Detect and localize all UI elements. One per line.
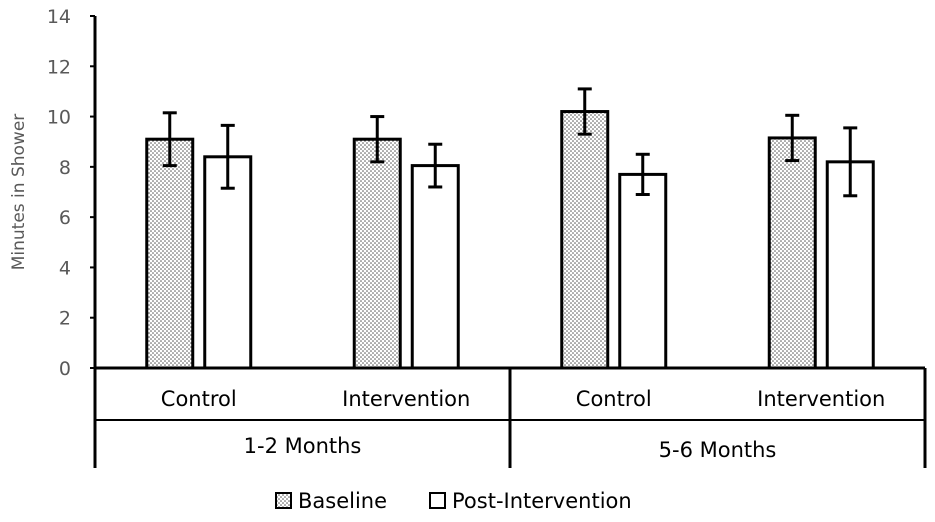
baseline-bar xyxy=(352,137,402,370)
legend-swatch-baseline xyxy=(275,492,292,509)
y-tick-label: 2 xyxy=(59,308,71,330)
y-tick-label: 12 xyxy=(47,56,71,78)
group-label: 1-2 Months xyxy=(244,434,362,458)
y-tick-label: 4 xyxy=(59,257,71,279)
y-tick-label: 10 xyxy=(47,107,71,129)
y-tick-label: 6 xyxy=(59,207,71,229)
y-tick-label: 8 xyxy=(59,157,71,179)
post-intervention-bar xyxy=(410,164,460,370)
legend-label-post-intervention: Post-Intervention xyxy=(452,489,632,513)
category-label: Intervention xyxy=(757,387,885,411)
post-intervention-bar xyxy=(618,172,668,370)
legend-swatch-post-intervention xyxy=(429,492,446,509)
baseline-bar xyxy=(560,110,610,370)
category-label: Control xyxy=(161,387,237,411)
y-axis-label: Minutes in Shower xyxy=(9,114,29,271)
legend-label-baseline: Baseline xyxy=(298,489,387,513)
y-tick-label: 14 xyxy=(47,6,71,28)
category-label: Control xyxy=(576,387,652,411)
baseline-bar xyxy=(145,137,195,370)
post-intervention-bar xyxy=(203,155,253,370)
baseline-bar xyxy=(767,136,817,370)
group-label: 5-6 Months xyxy=(659,438,777,462)
category-label: Intervention xyxy=(342,387,470,411)
y-tick-label: 0 xyxy=(59,358,71,380)
